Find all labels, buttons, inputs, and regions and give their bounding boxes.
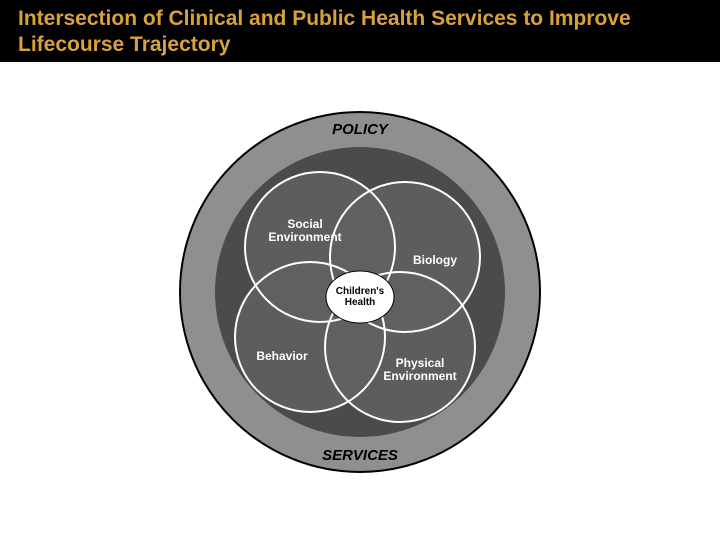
outer-label-top: POLICY xyxy=(332,121,390,138)
diagram-container: SocialEnvironmentBiologyBehaviorPhysical… xyxy=(0,62,720,540)
outer-label-bottom: SERVICES xyxy=(322,447,398,464)
slide: Intersection of Clinical and Public Heal… xyxy=(0,0,720,540)
venn-diagram: SocialEnvironmentBiologyBehaviorPhysical… xyxy=(160,92,560,492)
label-behavior: Behavior xyxy=(256,349,308,363)
slide-title: Intersection of Clinical and Public Heal… xyxy=(18,6,702,59)
label-biology: Biology xyxy=(413,253,457,267)
title-bar: Intersection of Clinical and Public Heal… xyxy=(0,0,720,62)
